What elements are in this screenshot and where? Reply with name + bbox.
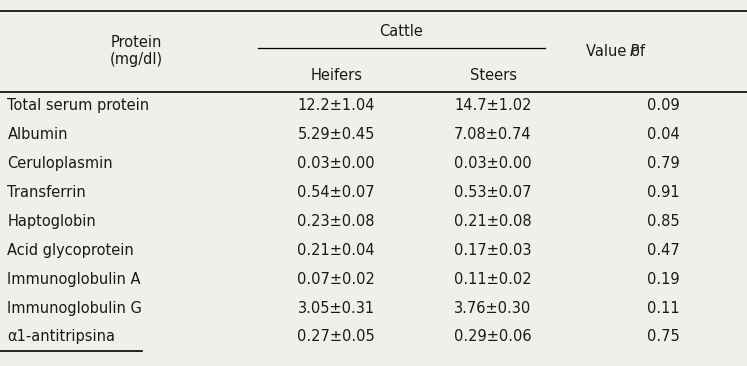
Text: Ceruloplasmin: Ceruloplasmin	[7, 156, 113, 171]
Text: Value of: Value of	[586, 44, 650, 59]
Text: 5.29±0.45: 5.29±0.45	[297, 127, 375, 142]
Text: Immunoglobulin A: Immunoglobulin A	[7, 272, 141, 287]
Text: Acid glycoprotein: Acid glycoprotein	[7, 243, 134, 258]
Text: 0.21±0.08: 0.21±0.08	[454, 214, 532, 229]
Text: 0.79: 0.79	[647, 156, 679, 171]
Text: Heifers: Heifers	[310, 68, 362, 82]
Text: 0.54±0.07: 0.54±0.07	[297, 185, 375, 200]
Text: 3.05±0.31: 3.05±0.31	[297, 300, 375, 315]
Text: 0.91: 0.91	[647, 185, 679, 200]
Text: 3.76±0.30: 3.76±0.30	[454, 300, 532, 315]
Text: 12.2±1.04: 12.2±1.04	[297, 98, 375, 113]
Text: Total serum protein: Total serum protein	[7, 98, 149, 113]
Text: 0.47: 0.47	[647, 243, 679, 258]
Text: Cattle: Cattle	[379, 24, 424, 38]
Text: 0.09: 0.09	[647, 98, 679, 113]
Text: 0.03±0.00: 0.03±0.00	[454, 156, 532, 171]
Text: 0.85: 0.85	[647, 214, 679, 229]
Text: Protein
(mg/dl): Protein (mg/dl)	[110, 35, 163, 67]
Text: 14.7±1.02: 14.7±1.02	[454, 98, 532, 113]
Text: 7.08±0.74: 7.08±0.74	[454, 127, 532, 142]
Text: Transferrin: Transferrin	[7, 185, 86, 200]
Text: 0.11±0.02: 0.11±0.02	[454, 272, 532, 287]
Text: 0.03±0.00: 0.03±0.00	[297, 156, 375, 171]
Text: 0.23±0.08: 0.23±0.08	[297, 214, 375, 229]
Text: α1-antitripsina: α1-antitripsina	[7, 329, 116, 344]
Text: Haptoglobin: Haptoglobin	[7, 214, 96, 229]
Text: 0.04: 0.04	[647, 127, 679, 142]
Text: 0.17±0.03: 0.17±0.03	[454, 243, 532, 258]
Text: 0.19: 0.19	[647, 272, 679, 287]
Text: Immunoglobulin G: Immunoglobulin G	[7, 300, 143, 315]
Text: 0.11: 0.11	[647, 300, 679, 315]
Text: 0.21±0.04: 0.21±0.04	[297, 243, 375, 258]
Text: 0.53±0.07: 0.53±0.07	[454, 185, 532, 200]
Text: P: P	[630, 44, 639, 59]
Text: 0.75: 0.75	[647, 329, 679, 344]
Text: 0.29±0.06: 0.29±0.06	[454, 329, 532, 344]
Text: Steers: Steers	[470, 68, 516, 82]
Text: 0.07±0.02: 0.07±0.02	[297, 272, 375, 287]
Text: Albumin: Albumin	[7, 127, 68, 142]
Text: 0.27±0.05: 0.27±0.05	[297, 329, 375, 344]
